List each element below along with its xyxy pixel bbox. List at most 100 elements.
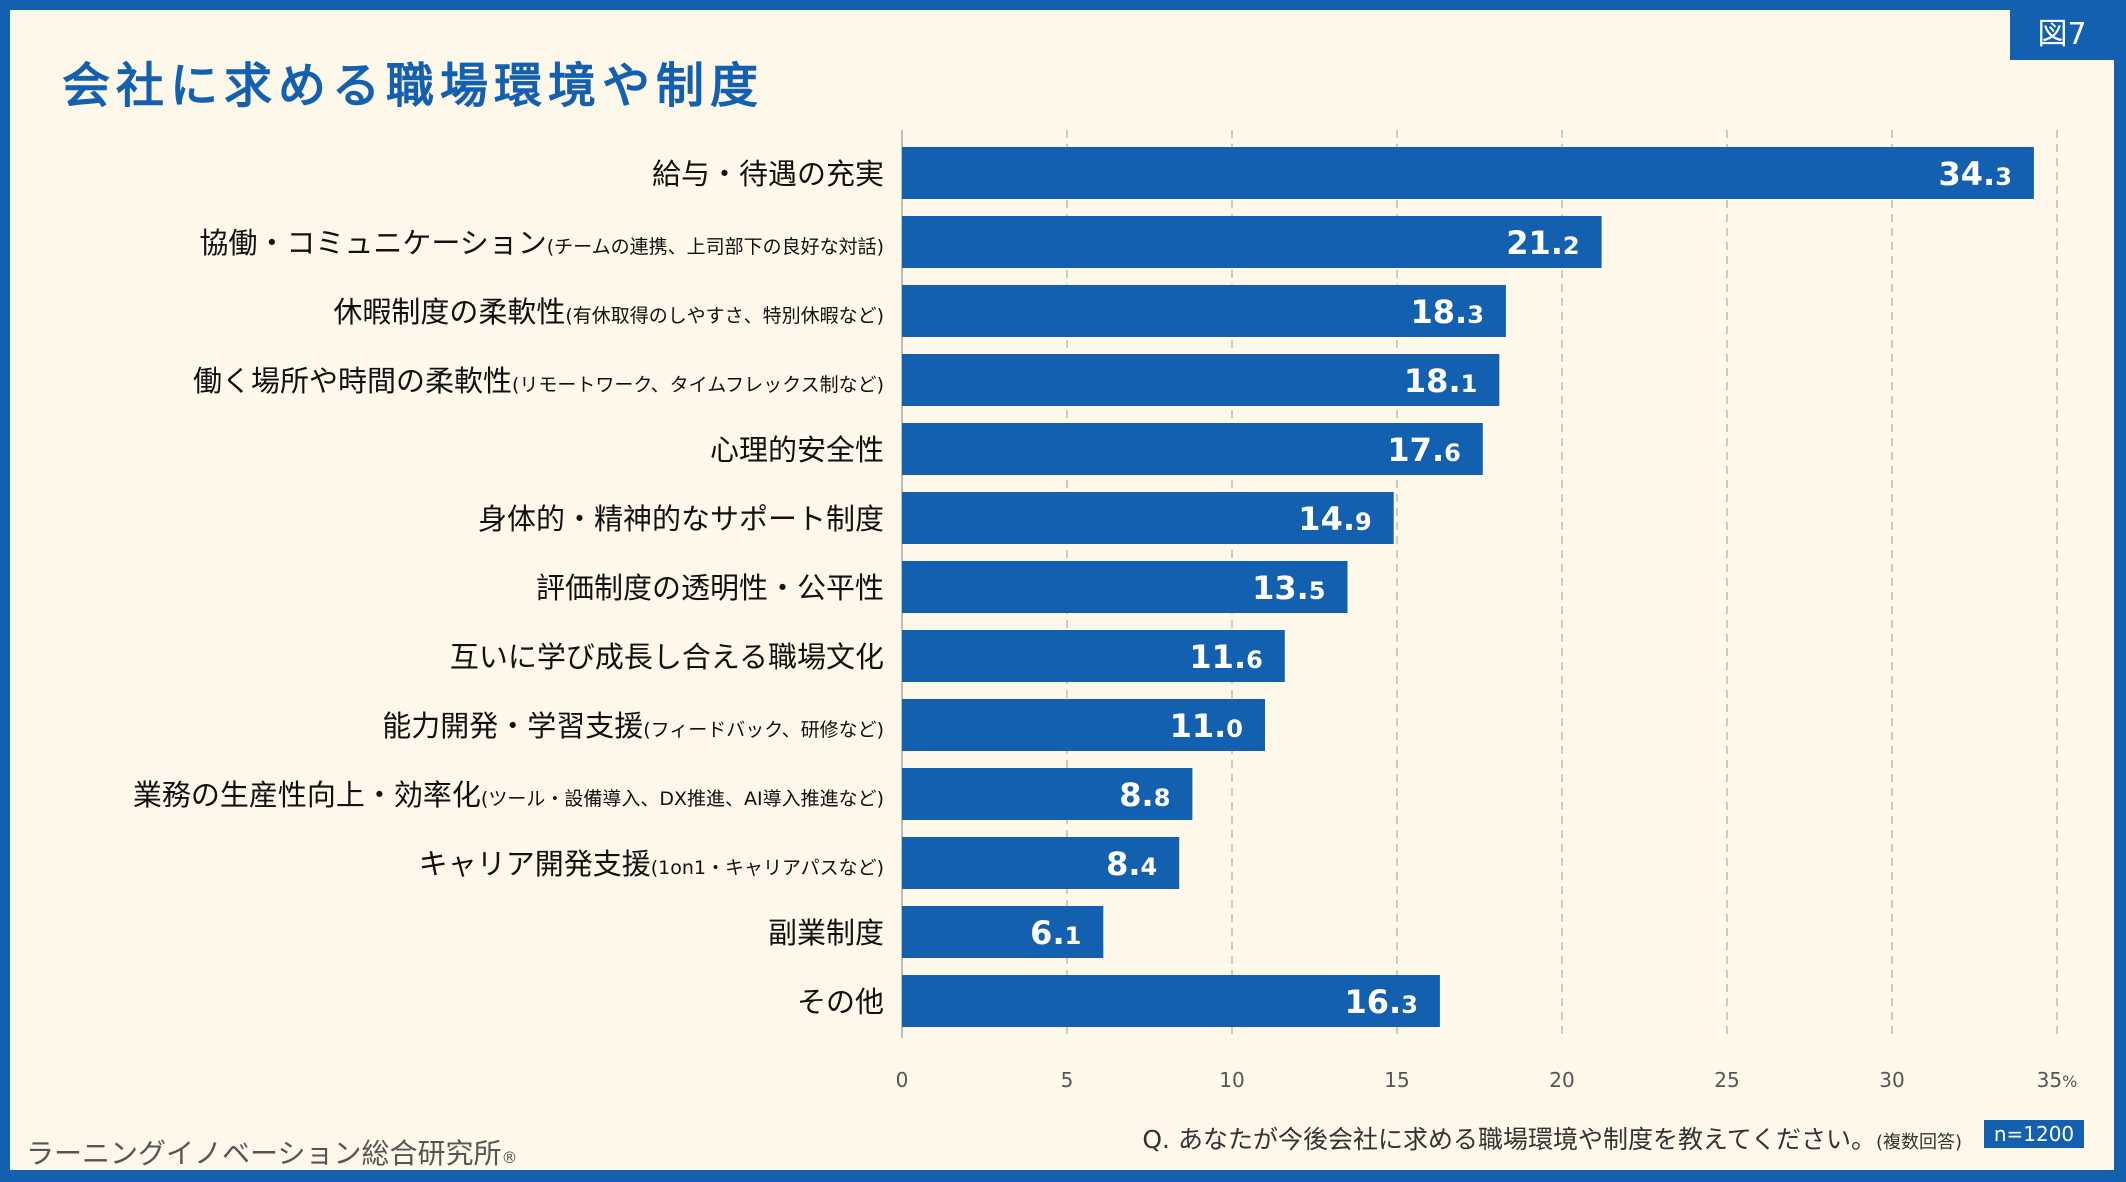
bar-value-integer: 16. xyxy=(1345,983,1402,1021)
bar xyxy=(902,630,1285,682)
bar-value-decimal: 6 xyxy=(1444,439,1461,467)
bar-value-integer: 34. xyxy=(1939,155,1996,193)
organization-name: ラーニングイノベーション総合研究所® xyxy=(26,1132,517,1170)
category-main: 能力開発・学習支援 xyxy=(382,709,643,743)
category-main: 働く場所や時間の柔軟性 xyxy=(193,364,512,398)
category-main: 休暇制度の柔軟性 xyxy=(333,295,565,329)
category-main: 評価制度の透明性・公平性 xyxy=(536,571,884,605)
x-tick-label: 25 xyxy=(1714,1068,1739,1092)
bar-value-label: 21.2 xyxy=(1506,224,1579,262)
x-tick-label: 15 xyxy=(1384,1068,1409,1092)
category-main: 給与・待遇の充実 xyxy=(652,157,884,191)
category-main: 身体的・精神的なサポート制度 xyxy=(478,502,884,536)
category-label: 心理的安全性 xyxy=(710,433,884,467)
bar-chart: 34.321.218.318.117.614.913.511.611.08.88… xyxy=(133,130,2078,1092)
bar-value-decimal: 3 xyxy=(1467,301,1484,329)
bar-value-integer: 14. xyxy=(1298,500,1355,538)
sample-size-badge: n=1200 xyxy=(1984,1120,2084,1148)
bar-value-integer: 18. xyxy=(1411,293,1468,331)
category-main: 業務の生産性向上・効率化 xyxy=(133,778,481,812)
bar-value-label: 8.8 xyxy=(1119,776,1170,814)
category-main: その他 xyxy=(797,985,884,1019)
category-main: 互いに学び成長し合える職場文化 xyxy=(450,640,884,674)
bar-value-decimal: 6 xyxy=(1246,646,1263,674)
bar-value-label: 18.3 xyxy=(1411,293,1484,331)
bar-value-decimal: 9 xyxy=(1355,508,1372,536)
survey-question-note: (複数回答) xyxy=(1875,1132,1962,1153)
x-tick-label: 10 xyxy=(1219,1068,1244,1092)
bar-value-label: 14.9 xyxy=(1298,500,1371,538)
bar-value-label: 6.1 xyxy=(1030,914,1081,952)
organization-text: ラーニングイノベーション総合研究所 xyxy=(26,1137,502,1170)
bar-value-decimal: 8 xyxy=(1154,784,1171,812)
bar xyxy=(902,837,1180,889)
category-label: 働く場所や時間の柔軟性(リモートワーク、タイムフレックス制など) xyxy=(193,364,884,398)
x-tick-label: 20 xyxy=(1549,1068,1574,1092)
x-tick-label: 0 xyxy=(896,1068,909,1092)
category-main: 心理的安全性 xyxy=(710,433,884,467)
bar-value-label: 8.4 xyxy=(1106,845,1157,883)
figure-frame: 会社に求める職場環境や制度 図7 34.3 21.2 18.3 18.1 17.6 14.… xyxy=(10,10,2114,1170)
category-main: 協働・コミュニケーション xyxy=(199,226,546,260)
bar-value-decimal: 2 xyxy=(1563,232,1580,260)
survey-question: Q. あなたが今後会社に求める職場環境や制度を教えてください。(複数回答) xyxy=(1142,1120,1962,1156)
survey-question-text: Q. あなたが今後会社に求める職場環境や制度を教えてください。 xyxy=(1142,1125,1876,1154)
category-label: 業務の生産性向上・効率化(ツール・設備導入、DX推進、AI導入推進など) xyxy=(133,778,884,812)
x-unit-label: % xyxy=(2062,1072,2077,1091)
bar-value-label: 17.6 xyxy=(1387,431,1460,469)
bar-value-decimal: 3 xyxy=(1401,991,1418,1019)
bar-value-integer: 8. xyxy=(1119,776,1153,814)
bar xyxy=(902,561,1348,613)
category-label: 副業制度 xyxy=(768,916,884,950)
category-sub: (リモートワーク、タイムフレックス制など) xyxy=(512,374,884,396)
x-tick-label: 35% xyxy=(2037,1068,2078,1092)
category-label: 休暇制度の柔軟性(有休取得のしやすさ、特別休暇など) xyxy=(333,295,884,329)
bar xyxy=(902,423,1483,475)
category-label: 互いに学び成長し合える職場文化 xyxy=(450,640,884,674)
bar-value-label: 18.1 xyxy=(1404,362,1477,400)
bar-value-decimal: 1 xyxy=(1065,922,1082,950)
bar-value-label: 13.5 xyxy=(1252,569,1325,607)
bar xyxy=(902,975,1440,1027)
bar-value-integer: 11. xyxy=(1189,638,1246,676)
registered-mark: ® xyxy=(501,1148,518,1167)
figure-badge: 図7 xyxy=(2010,10,2114,60)
bar-value-integer: 21. xyxy=(1506,224,1563,262)
x-tick-label: 5 xyxy=(1061,1068,1074,1092)
bar xyxy=(902,354,1500,406)
bar-value-integer: 18. xyxy=(1404,362,1461,400)
category-sub: (チームの連携、上司部下の良好な対話) xyxy=(547,236,884,258)
bar-value-label: 11.0 xyxy=(1170,707,1243,745)
bar-value-label: 34.3 xyxy=(1939,155,2012,193)
bar xyxy=(902,492,1394,544)
category-sub: (有休取得のしやすさ、特別休暇など) xyxy=(565,305,884,327)
bar-value-integer: 6. xyxy=(1030,914,1064,952)
category-label: 身体的・精神的なサポート制度 xyxy=(478,502,884,536)
bar xyxy=(902,699,1265,751)
bar-value-integer: 17. xyxy=(1387,431,1444,469)
bar xyxy=(902,906,1104,958)
bar-value-integer: 11. xyxy=(1170,707,1227,745)
category-sub: (ツール・設備導入、DX推進、AI導入推進など) xyxy=(481,788,884,810)
bar-value-label: 11.6 xyxy=(1189,638,1262,676)
category-main: キャリア開発支援 xyxy=(419,847,651,881)
bar-value-label: 16.3 xyxy=(1345,983,1418,1021)
category-label: キャリア開発支援(1on1・キャリアパスなど) xyxy=(419,847,884,881)
bar xyxy=(902,285,1506,337)
category-label: 協働・コミュニケーション(チームの連携、上司部下の良好な対話) xyxy=(199,226,884,260)
bar xyxy=(902,216,1602,268)
category-sub: (1on1・キャリアパスなど) xyxy=(651,857,884,879)
bar xyxy=(902,147,2034,199)
x-tick-label: 30 xyxy=(1879,1068,1904,1092)
bar-value-decimal: 3 xyxy=(1995,163,2012,191)
chart-x-ticks: 0 5 10 15 20 25 30 35% xyxy=(896,1068,2078,1092)
category-label: 能力開発・学習支援(フィードバック、研修など) xyxy=(382,709,884,743)
bar-value-decimal: 1 xyxy=(1461,370,1478,398)
category-label: その他 xyxy=(797,985,884,1019)
bar-value-integer: 8. xyxy=(1106,845,1140,883)
category-main: 副業制度 xyxy=(768,916,884,950)
bar-value-integer: 13. xyxy=(1252,569,1309,607)
category-label: 評価制度の透明性・公平性 xyxy=(536,571,884,605)
bar-value-decimal: 0 xyxy=(1226,715,1243,743)
